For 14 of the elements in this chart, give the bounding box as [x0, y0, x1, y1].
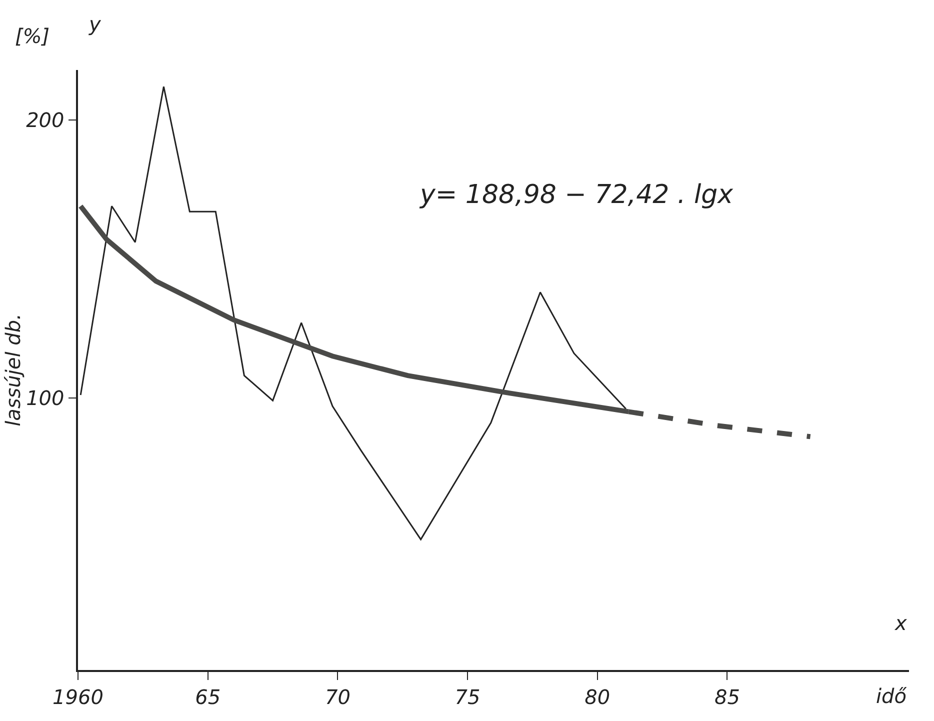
x-tick-label: 85: [714, 684, 740, 709]
x-tick-label: 1960: [52, 684, 104, 709]
x-tick-label: 65: [195, 684, 221, 709]
x-tick-label: 80: [584, 684, 610, 709]
annotation: y= 188,98 − 72,42 . lgx: [419, 180, 734, 210]
y-tick-label: 200: [26, 108, 64, 132]
y-tick-label: 100: [26, 386, 64, 410]
x-axis-title: idő: [876, 684, 908, 708]
x-tick-label: 70: [324, 684, 350, 709]
annotation: x: [894, 611, 907, 635]
text: [%]: [15, 24, 50, 48]
text: y: [88, 12, 102, 36]
x-tick-label: 75: [454, 684, 480, 709]
y-axis-title: lassújel db.: [1, 314, 26, 426]
